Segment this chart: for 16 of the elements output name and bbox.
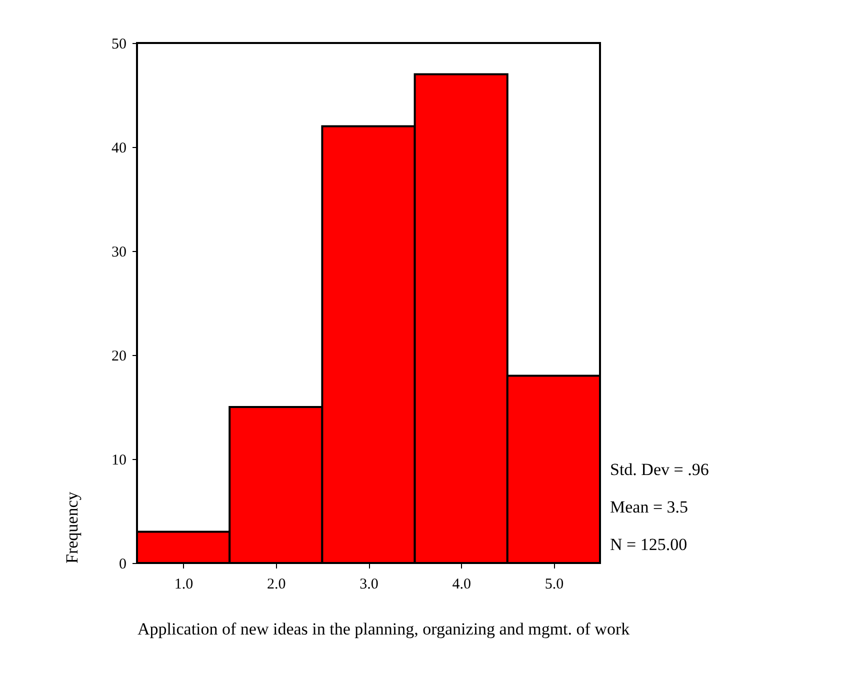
y-tick-label: 10 [112, 452, 126, 468]
y-tick-label: 20 [112, 348, 126, 364]
x-tick-label: 2.0 [267, 576, 286, 592]
y-tick-label: 50 [112, 36, 126, 52]
x-tick-label: 4.0 [452, 576, 471, 592]
text: N = 125.00 [610, 535, 688, 554]
y-tick-label: 0 [119, 556, 126, 572]
x-tick-label: 3.0 [360, 576, 378, 592]
text: Std. Dev = .96 [610, 460, 709, 479]
y-axis-title: Frequency [62, 491, 82, 564]
y-tick-label: 40 [112, 140, 126, 156]
x-axis-title: Application of new ideas in the planning, organizing and mgmt. of work [138, 620, 630, 638]
x-tick-label: 1.0 [174, 576, 194, 592]
y-tick-label: 30 [112, 244, 126, 260]
text: Mean = 3.5 [610, 498, 688, 516]
x-tick-label: 5.0 [544, 576, 564, 592]
